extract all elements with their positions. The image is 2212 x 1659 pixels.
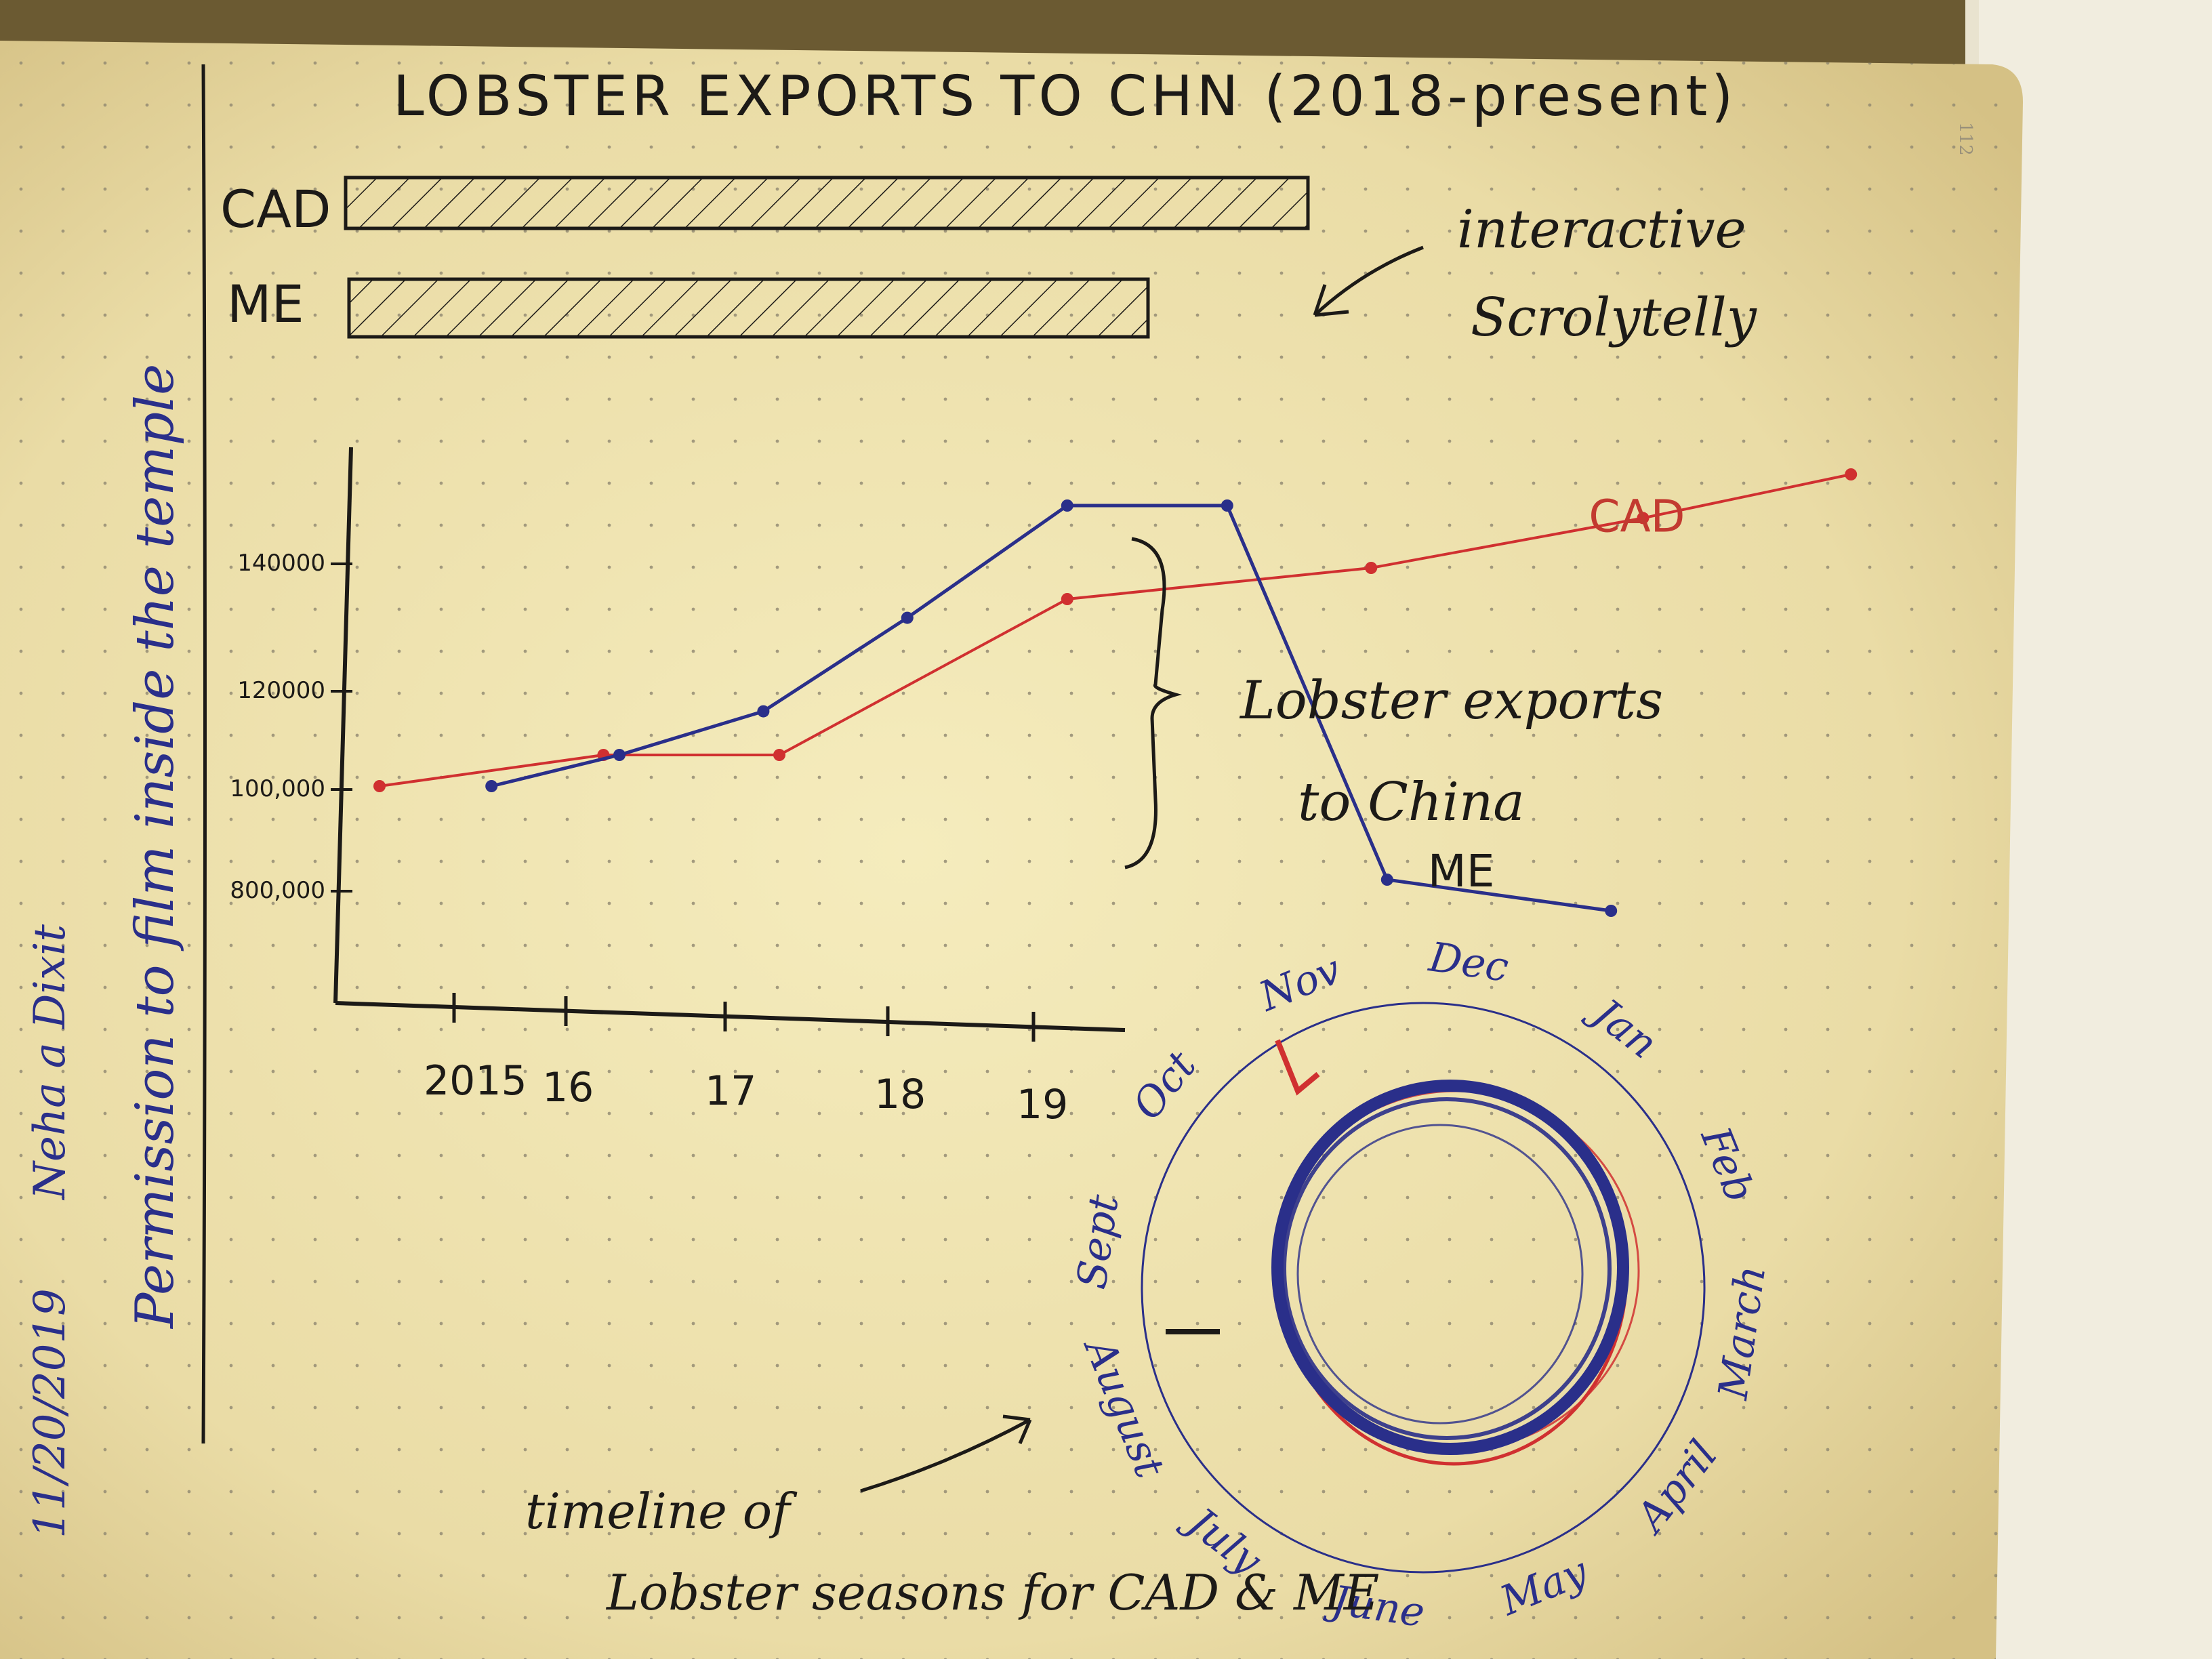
data-point-cad [373, 780, 386, 792]
data-point-me [1605, 905, 1618, 917]
data-point-me [485, 780, 498, 792]
bar-label-cad: CAD [220, 179, 331, 239]
data-point-me [901, 611, 914, 624]
y-tick-label: 140000 [237, 550, 325, 577]
margin-line [201, 64, 207, 1444]
arrow-icon [1313, 245, 1424, 317]
data-point-cad [1637, 512, 1650, 525]
season-marker [1275, 1039, 1320, 1096]
data-point-cad [1845, 468, 1858, 480]
me-season-ring [1271, 1080, 1629, 1455]
data-point-me [757, 705, 770, 718]
x-tick-label: 17 [705, 1067, 756, 1115]
series-line-me [491, 504, 1612, 913]
series-label-me: ME [1428, 845, 1495, 897]
data-point-me [1380, 874, 1393, 886]
caption-top: timeline of [525, 1483, 798, 1540]
caption-bottom: Lobster seasons for CAD & ME [605, 1564, 1379, 1621]
bar-cad [344, 176, 1310, 230]
brace-icon [1124, 537, 1183, 869]
x-axis [335, 1001, 1126, 1032]
annotation-interactive: interactive [1457, 199, 1746, 260]
x-tick-label: 18 [874, 1071, 926, 1118]
y-tick-label: 800,000 [230, 877, 325, 904]
y-axis [333, 447, 353, 1004]
month-label: Dec [1426, 933, 1512, 991]
data-point-cad [1365, 562, 1378, 574]
y-tick-label: 120000 [237, 677, 325, 704]
bar-label-me: ME [227, 274, 304, 334]
caption-arrow-icon [860, 1414, 1032, 1493]
sidebar-note: Permission to film inside the temple [125, 364, 186, 1330]
bar-me [347, 277, 1150, 339]
sidebar-notes: 11/20/2019 Neha a Dixit [25, 924, 75, 1538]
annotation-lobster-exports: Lobster exports [1239, 670, 1663, 731]
x-tick-label: 16 [542, 1064, 594, 1111]
data-point-me [1221, 499, 1233, 512]
data-point-cad [1061, 593, 1073, 605]
dot-grid [0, 41, 2023, 1659]
annotation-scrolytelly: Scrolytelly [1471, 287, 1757, 348]
sketch-title: LOBSTER EXPORTS TO CHN (2018-present) [393, 64, 1737, 129]
annotation-to-china: to China [1298, 772, 1525, 833]
y-tick-label: 100,000 [230, 775, 325, 802]
sidebar-author: Neha a Dixit [25, 924, 75, 1201]
page-number: 112 [1955, 122, 1975, 156]
series-label-cad: CAD [1589, 490, 1685, 542]
sidebar-date: 11/20/2019 [25, 1288, 75, 1538]
data-point-me [1061, 499, 1073, 512]
data-point-me [613, 749, 626, 761]
x-tick-label: 19 [1017, 1081, 1068, 1128]
data-point-cad [773, 749, 785, 761]
outer-ring [1141, 1002, 1706, 1574]
x-tick-label: 2015 [424, 1057, 527, 1105]
